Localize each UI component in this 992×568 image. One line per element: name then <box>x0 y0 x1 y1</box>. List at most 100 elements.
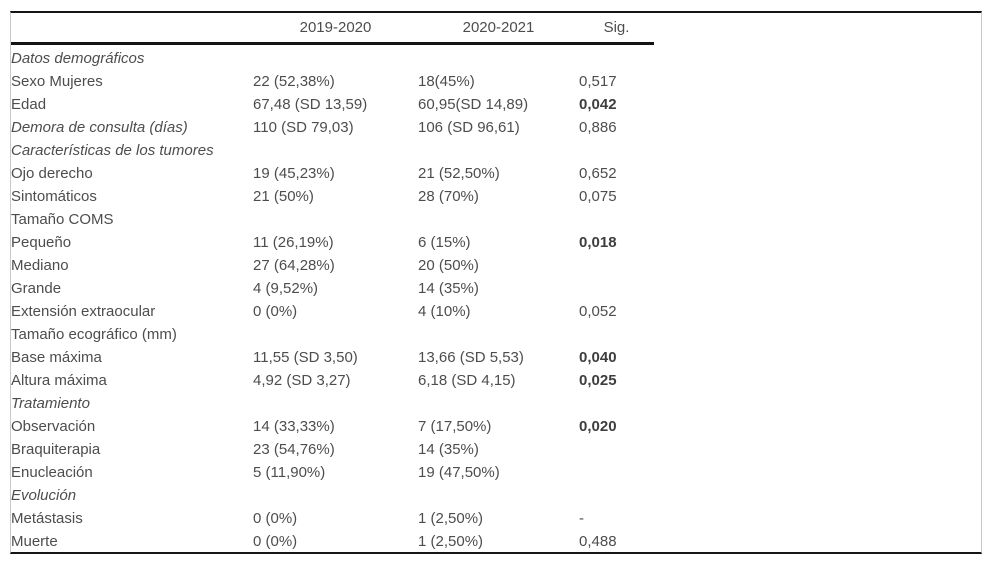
row-label: Enucleación <box>11 464 93 481</box>
value-2019-2020: 110 (SD 79,03) <box>253 119 354 136</box>
table-row: Mediano 27 (64,28%) 20 (50%) <box>11 254 654 277</box>
value-2019-2020: 22 (52,38%) <box>253 73 335 90</box>
table-row: Observación 14 (33,33%) 7 (17,50%) 0,020 <box>11 415 654 438</box>
value-2019-2020: 0 (0%) <box>253 303 298 320</box>
value-2020-2021 <box>418 392 579 415</box>
value-2020-2021: 28 (70%) <box>418 188 479 205</box>
col-header-2019-2020: 2019-2020 <box>253 13 418 45</box>
value-sig: 0,652 <box>579 165 617 182</box>
table-row: Grande 4 (9,52%) 14 (35%) <box>11 277 654 300</box>
value-2019-2020 <box>253 392 418 415</box>
col-header-variable <box>11 13 253 45</box>
row-label: Tratamiento <box>11 395 90 412</box>
value-2020-2021: 6 (15%) <box>418 234 471 251</box>
table-row: Metástasis 0 (0%) 1 (2,50%) - <box>11 507 654 530</box>
row-label: Muerte <box>11 533 58 550</box>
value-2020-2021: 6,18 (SD 4,15) <box>418 372 516 389</box>
row-label: Observación <box>11 418 96 435</box>
table-row: Edad 67,48 (SD 13,59) 60,95(SD 14,89) 0,… <box>11 93 654 116</box>
table-row: Sintomáticos 21 (50%) 28 (70%) 0,075 <box>11 185 654 208</box>
col-header-sig: Sig. <box>579 13 654 45</box>
table-row: Demora de consulta (días) 110 (SD 79,03)… <box>11 116 654 139</box>
row-label: Sexo Mujeres <box>11 73 103 90</box>
value-sig <box>579 484 654 507</box>
value-2019-2020: 4,92 (SD 3,27) <box>253 372 351 389</box>
value-2020-2021: 7 (17,50%) <box>418 418 492 435</box>
value-sig: 0,025 <box>579 372 617 389</box>
value-2019-2020: 19 (45,23%) <box>253 165 335 182</box>
table-row: Pequeño 11 (26,19%) 6 (15%) 0,018 <box>11 231 654 254</box>
value-sig <box>579 139 654 162</box>
table-row: Ojo derecho 19 (45,23%) 21 (52,50%) 0,65… <box>11 162 654 185</box>
table-row: Tamaño ecográfico (mm) <box>11 323 654 346</box>
table-row: Altura máxima 4,92 (SD 3,27) 6,18 (SD 4,… <box>11 369 654 392</box>
value-2020-2021 <box>418 323 579 346</box>
value-sig <box>579 438 654 461</box>
row-label: Base máxima <box>11 349 102 366</box>
value-2019-2020: 11,55 (SD 3,50) <box>253 349 358 366</box>
row-label: Ojo derecho <box>11 165 93 182</box>
value-sig <box>579 392 654 415</box>
row-label: Evolución <box>11 487 77 504</box>
value-sig: 0,018 <box>579 234 617 251</box>
value-2020-2021: 1 (2,50%) <box>418 533 484 550</box>
value-2020-2021: 19 (47,50%) <box>418 464 500 481</box>
row-label: Braquiterapia <box>11 441 101 458</box>
value-sig: 0,075 <box>579 188 617 205</box>
value-2019-2020: 21 (50%) <box>253 188 314 205</box>
value-2019-2020: 67,48 (SD 13,59) <box>253 96 368 113</box>
value-2020-2021 <box>418 44 579 71</box>
value-sig: 0,052 <box>579 303 617 320</box>
row-label: Mediano <box>11 257 69 274</box>
value-sig <box>579 461 654 484</box>
value-sig: 0,020 <box>579 418 617 435</box>
table-row: Extensión extraocular 0 (0%) 4 (10%) 0,0… <box>11 300 654 323</box>
row-label: Datos demográficos <box>11 50 145 67</box>
row-label: Tamaño ecográfico (mm) <box>11 326 177 343</box>
value-sig <box>579 44 654 71</box>
value-2019-2020: 11 (26,19%) <box>253 234 334 251</box>
row-label: Metástasis <box>11 510 83 527</box>
col-header-2020-2021: 2020-2021 <box>418 13 579 45</box>
value-sig: 0,040 <box>579 349 617 366</box>
value-2019-2020: 0 (0%) <box>253 533 298 550</box>
row-label: Características de los tumores <box>11 142 214 159</box>
table-row: Muerte 0 (0%) 1 (2,50%) 0,488 <box>11 530 654 553</box>
table-row: Sexo Mujeres 22 (52,38%) 18(45%) 0,517 <box>11 70 654 93</box>
value-2020-2021: 20 (50%) <box>418 257 479 274</box>
value-2020-2021: 18(45%) <box>418 73 475 90</box>
row-label: Edad <box>11 96 47 113</box>
row-label: Demora de consulta (días) <box>11 119 188 136</box>
value-2020-2021: 14 (35%) <box>418 441 479 458</box>
table-row: Braquiterapia 23 (54,76%) 14 (35%) <box>11 438 654 461</box>
value-2020-2021: 60,95(SD 14,89) <box>418 96 529 113</box>
value-2020-2021: 1 (2,50%) <box>418 510 484 527</box>
table-row: Evolución <box>11 484 654 507</box>
row-label: Extensión extraocular <box>11 303 156 320</box>
value-sig: 0,517 <box>579 73 617 90</box>
value-2019-2020: 23 (54,76%) <box>253 441 335 458</box>
value-2020-2021: 13,66 (SD 5,53) <box>418 349 524 366</box>
value-sig: 0,488 <box>579 533 617 550</box>
statistics-table-frame: 2019-2020 2020-2021 Sig. Datos demográfi… <box>10 11 982 554</box>
value-2020-2021: 4 (10%) <box>418 303 471 320</box>
value-sig: 0,886 <box>579 119 617 136</box>
table-row: Datos demográficos <box>11 44 654 71</box>
row-label: Pequeño <box>11 234 72 251</box>
row-label: Grande <box>11 280 62 297</box>
value-sig: 0,042 <box>579 96 617 113</box>
table-row: Características de los tumores <box>11 139 654 162</box>
value-2019-2020: 27 (64,28%) <box>253 257 335 274</box>
header-row: 2019-2020 2020-2021 Sig. <box>11 13 654 45</box>
value-2020-2021: 21 (52,50%) <box>418 165 500 182</box>
value-2020-2021: 14 (35%) <box>418 280 479 297</box>
value-2019-2020 <box>253 484 418 507</box>
value-2020-2021: 106 (SD 96,61) <box>418 119 520 136</box>
value-2019-2020 <box>253 139 418 162</box>
value-sig <box>579 254 654 277</box>
value-2019-2020: 14 (33,33%) <box>253 418 335 435</box>
row-label: Altura máxima <box>11 372 107 389</box>
table-row: Tamaño COMS <box>11 208 654 231</box>
value-sig <box>579 208 654 231</box>
value-2020-2021 <box>418 208 579 231</box>
